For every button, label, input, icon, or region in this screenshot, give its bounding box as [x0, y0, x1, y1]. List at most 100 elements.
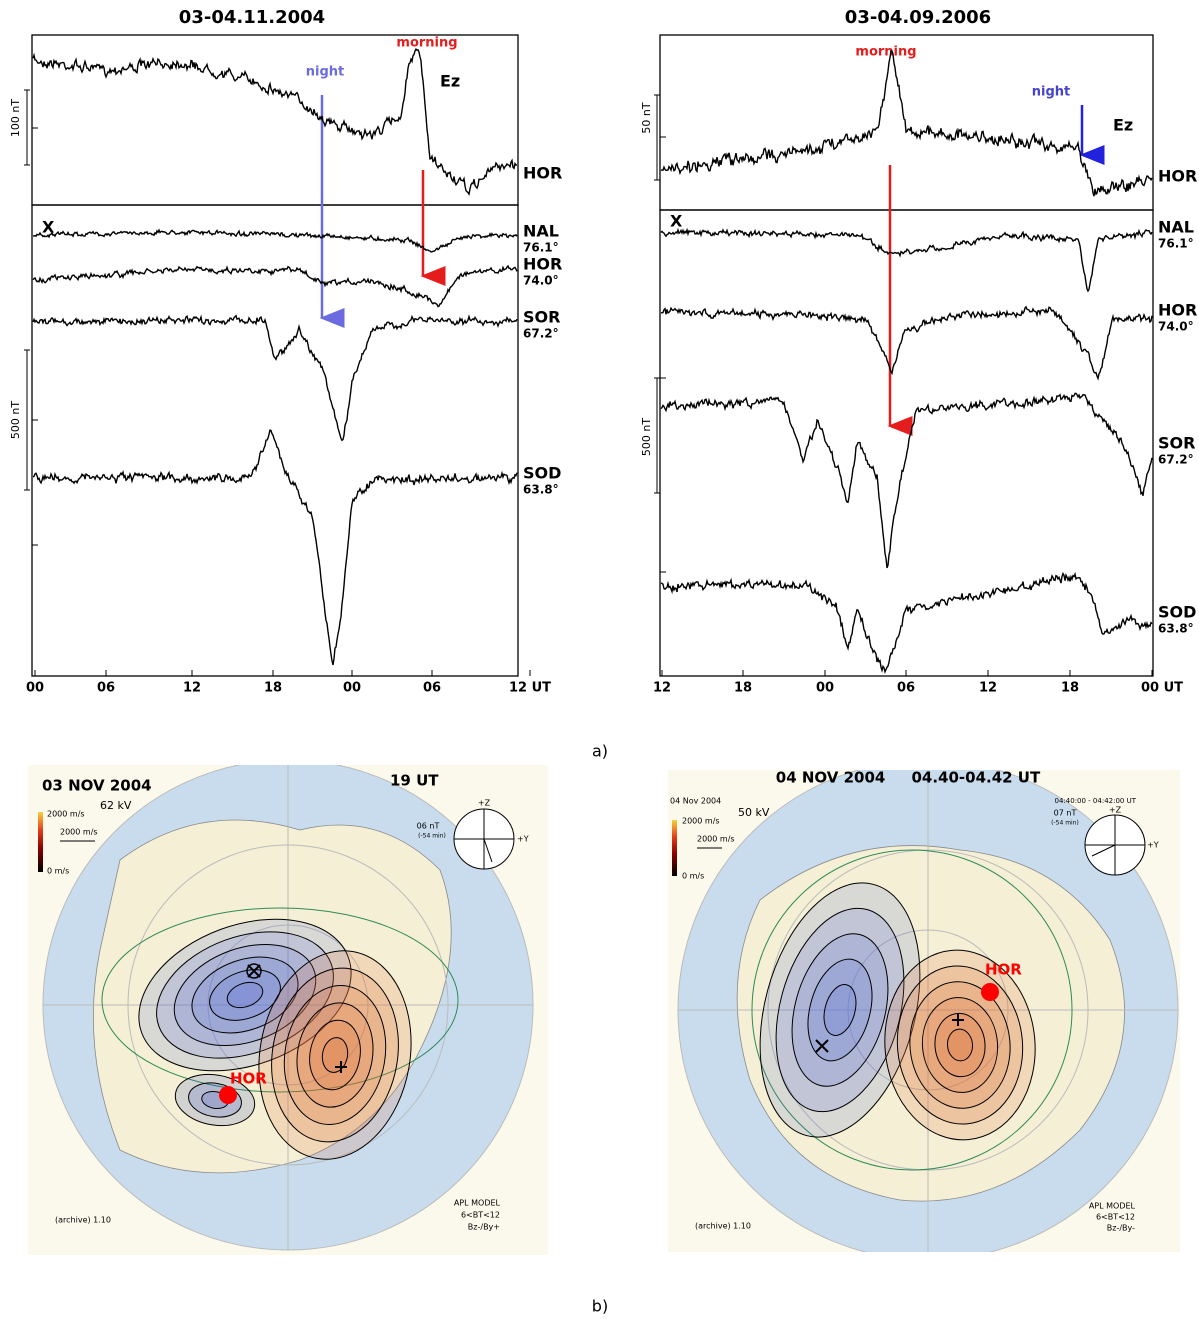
delay: (-54 min)	[418, 833, 446, 840]
archive: (archive) 1.10	[55, 1216, 111, 1225]
contour	[209, 969, 281, 1021]
oval	[751, 849, 1073, 1171]
station-label: HOR	[523, 164, 562, 183]
contour	[191, 956, 299, 1034]
trace	[660, 392, 1153, 569]
axis-label: +Z	[1109, 806, 1122, 815]
imf-vector	[1085, 815, 1145, 875]
station-latitude: 76.1°	[523, 241, 559, 255]
key-label: 2000 m/s	[682, 817, 720, 826]
trace	[660, 571, 1153, 674]
marker	[335, 1061, 347, 1073]
x-tick-label: 00	[343, 681, 361, 696]
potential: 50 kV	[738, 806, 770, 819]
scale-bar	[654, 94, 660, 494]
station-label: SOD	[1158, 603, 1196, 622]
trace	[660, 50, 1153, 197]
annotation: morning	[855, 45, 916, 60]
contour	[271, 967, 399, 1143]
tick	[660, 136, 666, 573]
station-dot	[219, 1086, 237, 1104]
model: 6<BT<12	[1096, 1213, 1135, 1222]
station-label: HOR	[523, 255, 562, 274]
contour	[921, 997, 999, 1093]
key-label: 2000 m/s	[47, 810, 85, 819]
station-latitude: 63.8°	[523, 483, 559, 497]
marker	[815, 1039, 829, 1053]
annotation: night	[306, 65, 345, 80]
contour	[775, 907, 905, 1113]
land	[736, 845, 1125, 1202]
frame	[31, 34, 519, 206]
annotation: morning	[396, 36, 457, 51]
station-label: HOR	[230, 1070, 267, 1088]
interval: 04:40:00 - 04:42:00 UT	[1055, 797, 1137, 805]
model: APL MODEL	[454, 1199, 501, 1208]
station-latitude: 67.2°	[1158, 453, 1194, 467]
scale-label: 100 nT	[9, 99, 22, 137]
x-tick-label: 18	[264, 681, 282, 696]
station-label: HOR	[1158, 167, 1197, 186]
potential: 62 kV	[100, 799, 132, 812]
color-key	[38, 812, 43, 872]
map-date: 04 Nov 2004	[670, 797, 721, 806]
x-tick-label: 18	[1061, 681, 1079, 696]
frame	[659, 34, 1154, 211]
meridian	[678, 770, 1178, 1252]
scale-label: 50 nT	[640, 102, 653, 133]
color-key	[672, 820, 677, 876]
station-dot	[981, 983, 999, 1001]
map-date: 03 NOV 2004	[42, 777, 152, 795]
map-time: 19 UT	[390, 772, 439, 790]
station-latitude: 76.1°	[1158, 237, 1194, 251]
station-label: HOR	[985, 961, 1022, 979]
contour	[309, 1019, 361, 1091]
contour	[791, 933, 889, 1087]
marker	[246, 963, 262, 979]
annotation: night	[1032, 85, 1071, 100]
panel-label: b)	[592, 1297, 608, 1316]
contour	[226, 981, 264, 1009]
contour	[934, 1012, 986, 1078]
tick	[32, 127, 38, 546]
map-left: 03 NOV 2004 19 UT 62 kV 2000 m/s 2000 m/…	[28, 765, 548, 1255]
x-tick-label: 06	[423, 681, 441, 696]
station-label: NAL	[523, 222, 559, 241]
trace	[660, 227, 1153, 293]
annotation: Ez	[440, 72, 460, 91]
contour	[156, 931, 334, 1059]
x-tick-label: 06	[897, 681, 915, 696]
panel-title: 03-04.11.2004	[179, 7, 325, 28]
x-tick-label: 00	[26, 681, 44, 696]
map-title: 04 NOV 2004 04.40-04.42 UT	[776, 769, 1041, 787]
key-label: 0 m/s	[682, 872, 704, 881]
trace	[32, 314, 518, 442]
x-tick-label: 12	[183, 681, 201, 696]
station-latitude: 63.8°	[1158, 622, 1194, 636]
station-label: SOR	[523, 308, 560, 327]
x-tick-label: 12	[653, 681, 671, 696]
key-label: 0 m/s	[47, 867, 69, 876]
annotation: X	[670, 212, 683, 231]
magnetogram-left: 03-04.11.2004 100 nT 500 nT night mornin…	[9, 7, 562, 677]
imf: 06 nT	[417, 822, 440, 831]
imf-vector	[454, 809, 514, 869]
x-tick-label: 12 UT	[509, 681, 551, 696]
scale-bar	[24, 89, 30, 491]
model: 6<BT<12	[461, 1211, 500, 1220]
contour	[759, 882, 921, 1138]
trace	[32, 228, 518, 253]
axis-label: +Y	[517, 835, 529, 844]
x-tick-label: 00	[816, 681, 834, 696]
station-latitude: 74.0°	[1158, 320, 1194, 334]
contour	[823, 984, 857, 1036]
model: APL MODEL	[1089, 1202, 1136, 1211]
scale-label: 500 nT	[9, 401, 22, 439]
annotation: Ez	[1113, 116, 1133, 135]
model: Bz-/By+	[468, 1223, 500, 1232]
map-right: 04 NOV 2004 04.40-04.42 UT 04 Nov 2004 5…	[668, 769, 1180, 1252]
key-label: 2000 m/s	[60, 828, 98, 837]
land	[92, 819, 452, 1174]
axis-label: +Z	[478, 799, 491, 808]
trace	[32, 264, 518, 308]
